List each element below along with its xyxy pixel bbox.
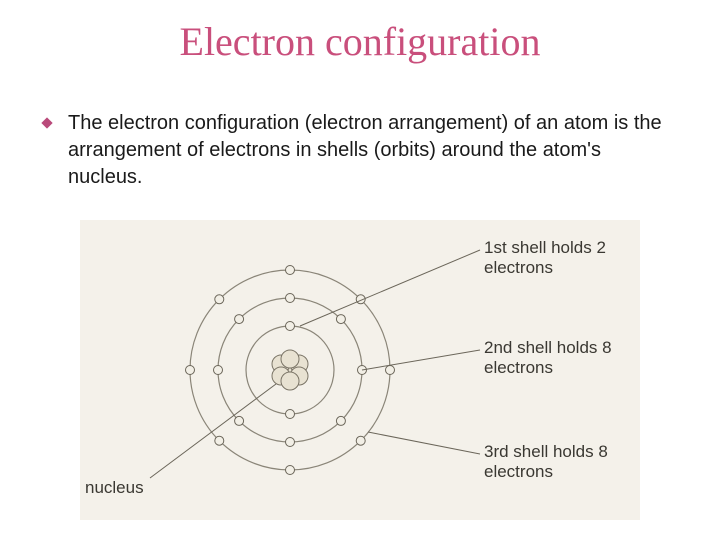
bullet-shape — [41, 117, 52, 128]
diamond-bullet-icon — [40, 116, 54, 135]
electron — [336, 416, 345, 425]
callout-shell3: 3rd shell holds 8 electrons — [484, 442, 634, 482]
electron — [286, 266, 295, 275]
electron — [186, 366, 195, 375]
electron — [215, 295, 224, 304]
callout-shell2: 2nd shell holds 8 electrons — [484, 338, 634, 378]
electron — [286, 322, 295, 331]
electron — [286, 466, 295, 475]
electron — [286, 294, 295, 303]
electron — [214, 366, 223, 375]
electron — [235, 416, 244, 425]
nucleus-lobe — [281, 350, 299, 368]
page-title: Electron configuration — [180, 18, 541, 65]
electron — [356, 436, 365, 445]
atom-diagram: nucleus 1st shell holds 2 electrons 2nd … — [80, 220, 640, 520]
bullet-text: The electron configuration (electron arr… — [68, 110, 680, 191]
electron — [286, 438, 295, 447]
electron — [336, 315, 345, 324]
callout-nucleus: nucleus — [85, 478, 144, 498]
nucleus-lobe — [281, 372, 299, 390]
electron — [235, 315, 244, 324]
electron — [286, 410, 295, 419]
bullet-item: The electron configuration (electron arr… — [40, 110, 680, 191]
electron — [215, 436, 224, 445]
electron — [386, 366, 395, 375]
nucleus — [272, 350, 308, 390]
callout-shell1: 1st shell holds 2 electrons — [484, 238, 634, 278]
